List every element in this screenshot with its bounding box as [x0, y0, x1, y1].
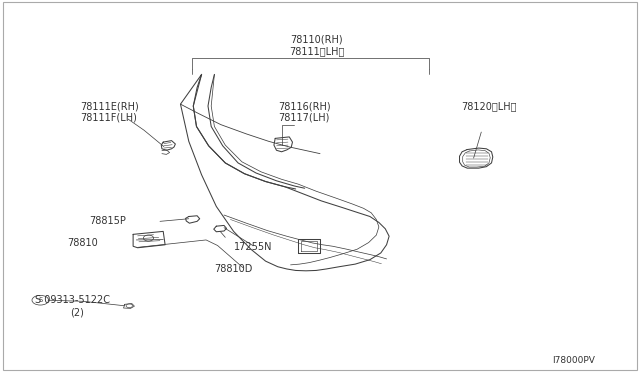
Text: 78116(RH): 78116(RH): [278, 101, 331, 111]
Text: 78120〈LH〉: 78120〈LH〉: [461, 101, 516, 111]
Text: 78110(RH): 78110(RH): [291, 34, 343, 44]
Text: (2): (2): [70, 308, 84, 317]
Text: S 09313-5122C: S 09313-5122C: [35, 295, 110, 305]
Text: 78111〈LH〉: 78111〈LH〉: [289, 46, 344, 56]
Text: I78000PV: I78000PV: [552, 356, 595, 365]
Text: 78810D: 78810D: [214, 264, 253, 274]
Text: 78111F(LH): 78111F(LH): [80, 113, 137, 123]
Text: 78117(LH): 78117(LH): [278, 113, 330, 123]
Text: 78810: 78810: [67, 238, 98, 247]
Text: S: S: [38, 297, 42, 303]
Text: 17255N: 17255N: [234, 243, 272, 252]
Text: 78815P: 78815P: [90, 217, 127, 226]
Text: 78111E(RH): 78111E(RH): [80, 101, 139, 111]
